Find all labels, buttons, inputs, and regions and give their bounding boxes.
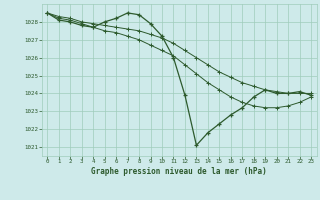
X-axis label: Graphe pression niveau de la mer (hPa): Graphe pression niveau de la mer (hPa) (91, 167, 267, 176)
